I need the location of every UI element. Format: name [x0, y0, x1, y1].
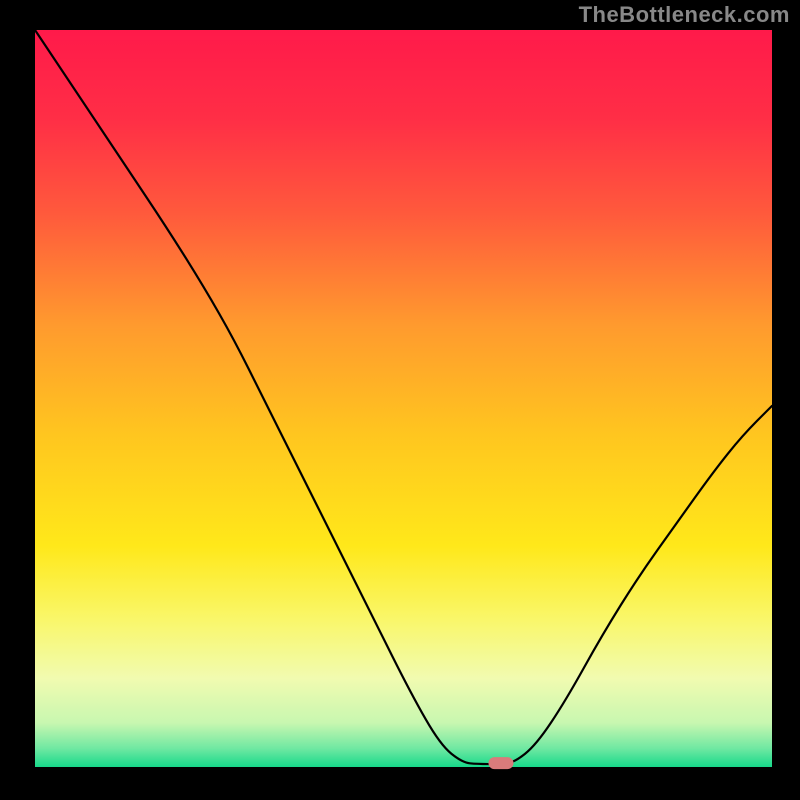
gradient-background: [35, 30, 772, 767]
optimum-marker: [488, 757, 513, 769]
plot-area: [35, 30, 772, 767]
watermark-text: TheBottleneck.com: [579, 2, 790, 28]
